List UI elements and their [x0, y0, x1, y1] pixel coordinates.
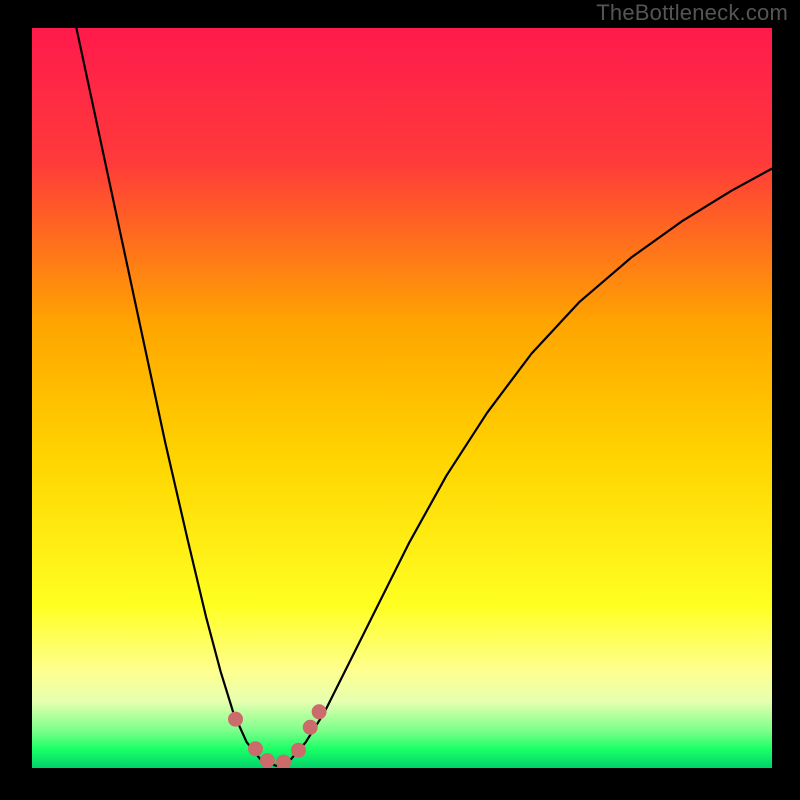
curve-marker	[312, 705, 326, 719]
plot-svg	[32, 28, 772, 768]
curve-marker	[277, 755, 291, 768]
chart-frame: TheBottleneck.com	[0, 0, 800, 800]
attribution-label: TheBottleneck.com	[596, 0, 788, 26]
curve-marker	[229, 712, 243, 726]
plot-area	[32, 28, 772, 768]
curve-marker	[260, 754, 274, 768]
plot-background	[32, 28, 772, 768]
curve-marker	[303, 720, 317, 734]
curve-marker	[248, 742, 262, 756]
curve-marker	[291, 743, 305, 757]
